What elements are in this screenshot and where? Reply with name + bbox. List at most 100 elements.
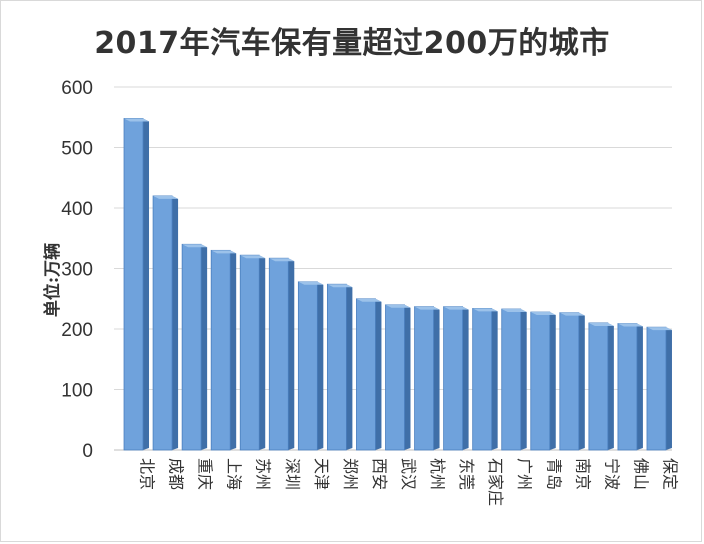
- x-tick-label: 西安: [370, 458, 389, 490]
- bar-front: [268, 257, 289, 451]
- x-tick-label: 上海: [225, 458, 244, 490]
- x-tick-label: 东莞: [457, 458, 476, 490]
- bar-side: [462, 306, 469, 450]
- bar-front: [239, 254, 260, 451]
- x-tick-label: 深圳: [283, 458, 302, 490]
- x-tick-label: 苏州: [254, 458, 273, 490]
- bar-top: [211, 250, 237, 254]
- bar-top: [646, 327, 672, 331]
- x-tick-label: 保定: [660, 458, 679, 490]
- y-tick-label: 400: [61, 199, 93, 220]
- bar-top: [530, 312, 556, 316]
- bar-top: [472, 308, 498, 312]
- bar-top: [269, 258, 295, 262]
- bar-front: [181, 243, 202, 451]
- bar-side: [143, 118, 150, 451]
- bar-side: [172, 195, 179, 450]
- bar: [617, 323, 643, 451]
- bar-side: [259, 255, 266, 450]
- bar-side: [317, 281, 324, 450]
- bar: [356, 298, 382, 451]
- bar-side: [520, 309, 527, 450]
- bar-top: [298, 281, 324, 285]
- bar-front: [646, 326, 667, 451]
- y-tick-label: 300: [61, 260, 93, 281]
- x-tick-label: 广州: [515, 458, 534, 490]
- y-tick-labels: 0 100 200 300 400 500 600: [61, 78, 93, 462]
- x-tick-label: 武汉: [399, 458, 418, 490]
- bar-top: [153, 195, 179, 199]
- bar-side: [375, 298, 382, 450]
- bar-top: [182, 244, 208, 248]
- bar-side: [201, 244, 208, 450]
- bar-top: [356, 298, 382, 302]
- bar: [501, 308, 527, 451]
- bar-front: [210, 249, 231, 451]
- bar: [210, 249, 237, 451]
- bar-side: [433, 306, 440, 450]
- bar-front: [385, 304, 405, 451]
- x-tick-label: 杭州: [428, 458, 447, 490]
- bar-side: [578, 312, 585, 450]
- bar-side: [636, 323, 643, 450]
- bar-side: [404, 304, 411, 450]
- bar: [646, 326, 672, 451]
- y-tick-label: 600: [61, 78, 93, 99]
- bar-front: [530, 311, 551, 451]
- y-tick-label: 0: [82, 441, 93, 462]
- bar: [268, 257, 295, 451]
- x-tick-label: 佛山: [631, 458, 650, 490]
- bar-front: [152, 195, 173, 451]
- bar-top: [501, 309, 527, 313]
- bar: [530, 311, 556, 451]
- bars: [123, 118, 672, 451]
- x-tick-labels: 北京 成都 重庆 上海 苏州 深圳 天津 郑州 西安 武汉 杭州 东莞 石家庄 广州 青岛 南京 宁波 佛山 保定: [138, 458, 680, 506]
- bar-side: [549, 312, 556, 450]
- bar: [588, 322, 614, 451]
- bar: [472, 308, 498, 451]
- bar-front: [559, 312, 580, 451]
- y-tick-label: 500: [61, 139, 93, 160]
- bar-side: [665, 327, 672, 450]
- bar-front: [326, 283, 347, 451]
- bar-side: [346, 284, 353, 450]
- x-tick-label: 石家庄: [486, 458, 505, 506]
- bar-top: [559, 312, 585, 316]
- bar-front: [443, 306, 464, 451]
- x-tick-label: 重庆: [196, 458, 215, 490]
- bar: [559, 312, 585, 451]
- y-tick-label: 100: [61, 381, 93, 402]
- bar: [152, 195, 179, 451]
- bar-top: [414, 306, 440, 310]
- bar-top: [443, 306, 469, 310]
- bar: [239, 254, 266, 451]
- bar: [181, 243, 208, 451]
- bar-top: [327, 284, 353, 288]
- bar-front: [297, 281, 318, 451]
- bar: [385, 304, 411, 451]
- bar: [443, 306, 469, 451]
- x-tick-label: 宁波: [602, 458, 621, 490]
- bar: [297, 281, 324, 451]
- bar-top: [617, 323, 643, 327]
- x-tick-label: 北京: [138, 458, 157, 490]
- bar: [326, 283, 353, 451]
- bar-side: [491, 308, 498, 450]
- bar-top: [588, 322, 614, 326]
- x-tick-label: 南京: [573, 458, 592, 490]
- x-tick-label: 郑州: [341, 458, 360, 490]
- bar: [123, 118, 150, 451]
- bar-front: [414, 306, 434, 451]
- bar-top: [385, 304, 411, 308]
- chart-title: 2017年汽车保有量超过200万的城市: [94, 26, 610, 61]
- bar-front: [123, 118, 144, 451]
- bar-front: [588, 322, 609, 451]
- x-tick-label: 天津: [312, 458, 331, 490]
- bar: [414, 306, 440, 451]
- y-tick-label: 200: [61, 320, 93, 341]
- bar-side: [607, 322, 614, 450]
- x-tick-label: 成都: [167, 458, 186, 490]
- bar-front: [617, 323, 638, 451]
